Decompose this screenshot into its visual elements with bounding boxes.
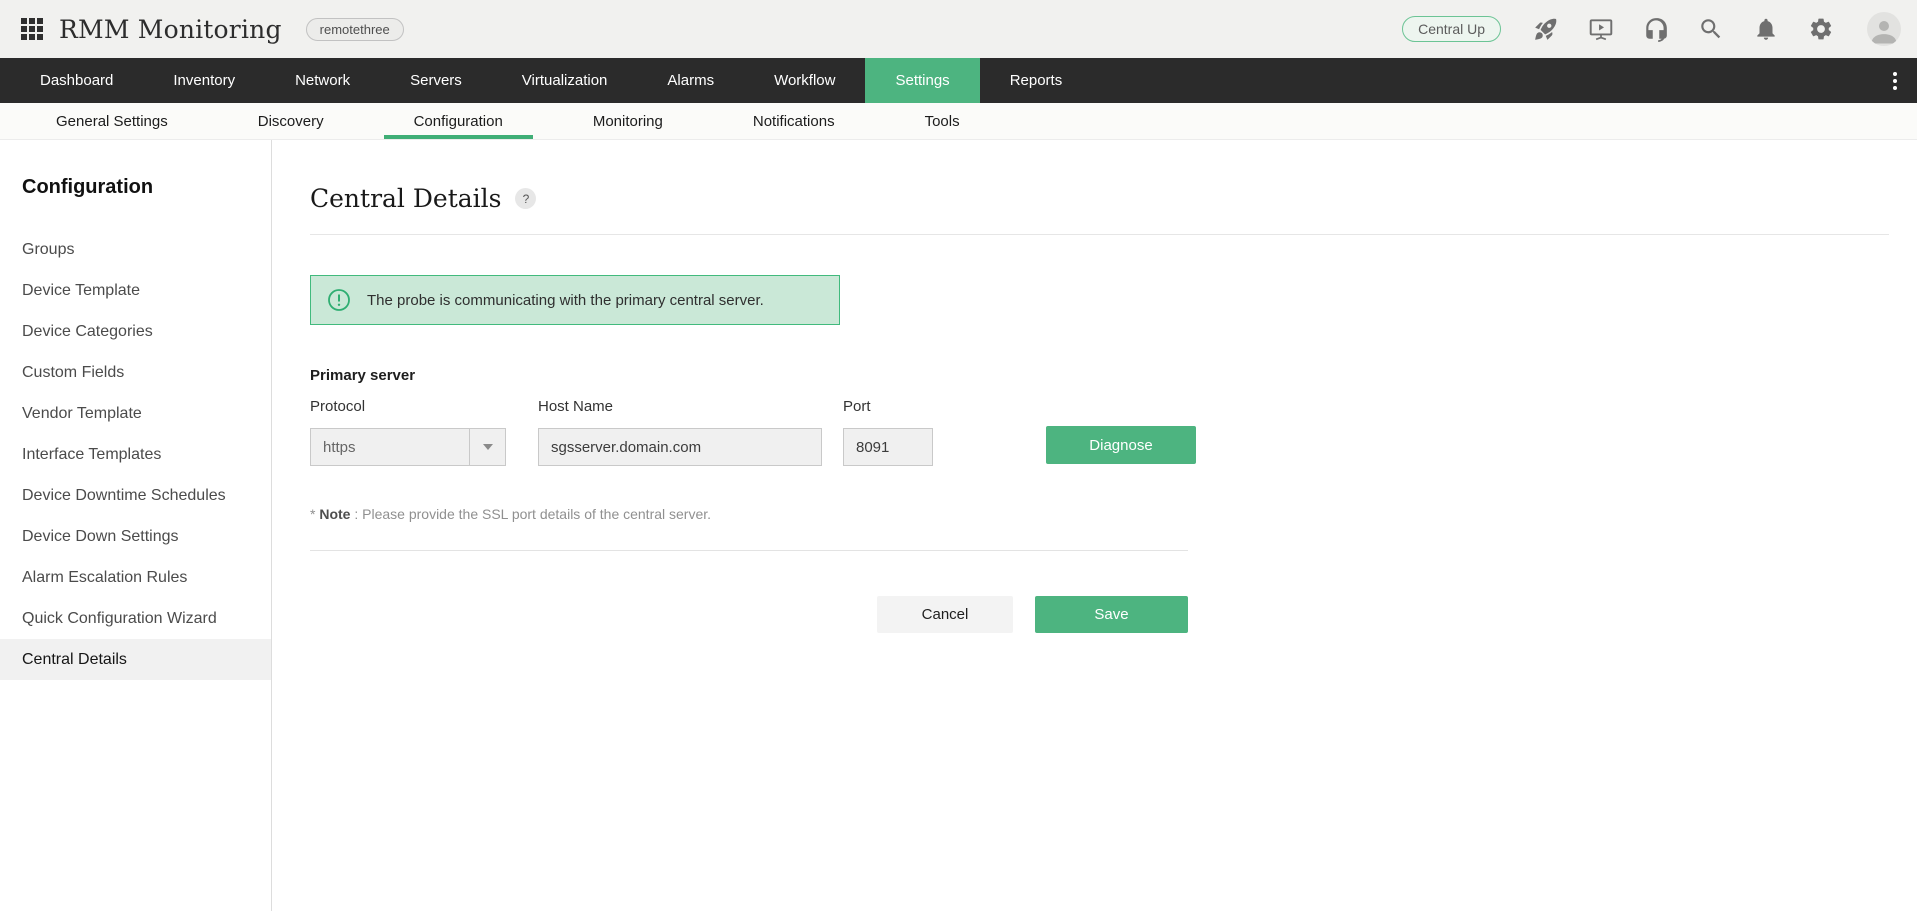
- subnav-tab-discovery[interactable]: Discovery: [257, 112, 324, 130]
- page-title: Central Details: [310, 184, 502, 213]
- primary-server-heading: Primary server: [310, 367, 416, 384]
- sidebar-item-groups[interactable]: Groups: [22, 241, 75, 258]
- info-alert-icon: [328, 289, 350, 311]
- nav-tab-dashboard[interactable]: Dashboard: [40, 72, 114, 89]
- host-name-label: Host Name: [538, 398, 614, 415]
- sidebar-item-custom-fields[interactable]: Custom Fields: [22, 364, 125, 381]
- person-icon: [1871, 21, 1897, 44]
- protocol-selected-value: https: [323, 438, 356, 456]
- port-field: Port: [843, 398, 933, 466]
- settings-subnav: General Settings Discovery Configuration…: [0, 103, 1917, 140]
- sidebar-item-quick-configuration-wizard[interactable]: Quick Configuration Wizard: [22, 610, 217, 627]
- host-name-input[interactable]: [538, 428, 822, 466]
- content-area: Configuration Groups Device Template Dev…: [0, 140, 1917, 911]
- port-label: Port: [843, 398, 871, 415]
- primary-server-form: Protocol https Host Name Port: [310, 398, 1889, 466]
- nav-tab-servers[interactable]: Servers: [410, 72, 462, 89]
- search-icon[interactable]: [1698, 16, 1724, 42]
- settings-gear-icon[interactable]: [1808, 16, 1834, 42]
- nav-tab-settings[interactable]: Settings: [865, 58, 980, 103]
- protocol-field: Protocol https: [310, 398, 506, 466]
- port-input[interactable]: [843, 428, 933, 466]
- alert-message: The probe is communicating with the prim…: [367, 291, 764, 309]
- probe-status-alert: The probe is communicating with the prim…: [310, 275, 840, 325]
- app-title: RMM Monitoring: [59, 14, 282, 44]
- sidebar-item-alarm-escalation-rules[interactable]: Alarm Escalation Rules: [22, 569, 188, 586]
- top-header: RMM Monitoring remotethree Central Up: [0, 0, 1917, 58]
- sidebar-item-device-down-settings[interactable]: Device Down Settings: [22, 528, 179, 545]
- notifications-bell-icon[interactable]: [1753, 16, 1779, 42]
- nav-tab-reports[interactable]: Reports: [1009, 72, 1063, 89]
- nav-tab-alarms[interactable]: Alarms: [667, 72, 715, 89]
- sidebar-heading: Configuration: [22, 176, 154, 198]
- note-star: *: [310, 506, 320, 522]
- configuration-sidebar: Configuration Groups Device Template Dev…: [0, 140, 272, 911]
- sidebar-item-vendor-template[interactable]: Vendor Template: [22, 405, 142, 422]
- nav-tab-network[interactable]: Network: [295, 72, 351, 89]
- central-details-panel: Central Details ? The probe is communica…: [272, 140, 1917, 911]
- ssl-port-note: * Note : Please provide the SSL port det…: [310, 506, 1889, 522]
- form-divider: [310, 550, 1188, 551]
- nav-tab-inventory[interactable]: Inventory: [173, 72, 236, 89]
- header-icons: [1533, 12, 1901, 46]
- rocket-icon[interactable]: [1533, 16, 1559, 42]
- user-avatar[interactable]: [1867, 12, 1901, 46]
- sidebar-item-central-details[interactable]: Central Details: [0, 639, 271, 680]
- form-actions: Cancel Save: [310, 596, 1188, 633]
- subnav-tab-monitoring[interactable]: Monitoring: [592, 112, 663, 130]
- protocol-label: Protocol: [310, 398, 366, 415]
- help-icon[interactable]: ?: [515, 188, 537, 209]
- protocol-select[interactable]: https: [310, 428, 506, 466]
- subnav-tab-configuration[interactable]: Configuration: [383, 103, 533, 139]
- title-divider: [310, 234, 1889, 235]
- subnav-tab-general-settings[interactable]: General Settings: [56, 112, 168, 130]
- central-status-badge: Central Up: [1402, 16, 1501, 42]
- sidebar-list: Groups Device Template Device Categories…: [0, 229, 271, 680]
- subnav-tab-notifications[interactable]: Notifications: [752, 112, 835, 130]
- nav-tab-virtualization[interactable]: Virtualization: [521, 72, 608, 89]
- support-headset-icon[interactable]: [1643, 16, 1669, 42]
- sidebar-item-device-downtime-schedules[interactable]: Device Downtime Schedules: [22, 487, 226, 504]
- note-text: : Please provide the SSL port details of…: [350, 506, 712, 522]
- subnav-tab-tools[interactable]: Tools: [924, 112, 960, 130]
- sidebar-item-interface-templates[interactable]: Interface Templates: [22, 446, 162, 463]
- overflow-menu-icon[interactable]: [1887, 58, 1903, 103]
- probe-name-badge: remotethree: [305, 17, 404, 41]
- sidebar-item-device-categories[interactable]: Device Categories: [22, 323, 153, 340]
- apps-grid-icon[interactable]: [20, 17, 44, 41]
- title-row: Central Details ?: [310, 184, 1889, 213]
- cancel-button[interactable]: Cancel: [877, 596, 1013, 633]
- demo-screen-icon[interactable]: [1588, 16, 1614, 42]
- protocol-select-arrow-cell[interactable]: [469, 429, 505, 465]
- note-label: Note: [319, 506, 351, 522]
- save-button[interactable]: Save: [1035, 596, 1188, 633]
- host-name-field: Host Name: [538, 398, 822, 466]
- nav-tab-workflow[interactable]: Workflow: [774, 72, 836, 89]
- diagnose-button[interactable]: Diagnose: [1046, 426, 1196, 464]
- sidebar-item-device-template[interactable]: Device Template: [22, 282, 140, 299]
- chevron-down-icon: [482, 444, 493, 450]
- main-nav: Dashboard Inventory Network Servers Virt…: [0, 58, 1917, 103]
